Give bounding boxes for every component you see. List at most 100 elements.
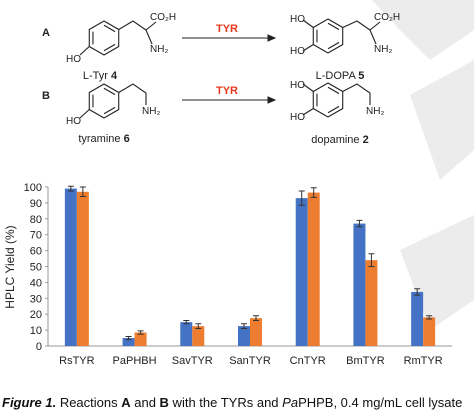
y-tick-label: 30	[30, 293, 42, 305]
bond	[302, 83, 314, 92]
structures	[79, 18, 381, 119]
bar	[307, 192, 320, 346]
bond	[145, 21, 157, 31]
bar	[134, 332, 147, 346]
x-tick-label: BmTYR	[346, 355, 385, 367]
error-bar	[356, 219, 363, 228]
x-tick-label: PaPHBH	[113, 355, 157, 367]
y-tick-label: 70	[30, 230, 42, 242]
enzyme: TYR	[216, 85, 238, 97]
bond	[302, 19, 314, 28]
compound-name: tyramine 6	[78, 133, 129, 145]
bond	[79, 46, 90, 56]
bar	[365, 260, 378, 346]
bond	[369, 29, 377, 45]
bond	[118, 83, 147, 105]
caption-label: Figure 1.	[2, 395, 57, 410]
bar	[122, 338, 135, 346]
compound-name: L-Tyr 4	[83, 70, 118, 82]
error-bar	[67, 185, 74, 192]
y-tick-label: 0	[36, 341, 42, 353]
bar	[250, 318, 262, 346]
bar	[295, 198, 308, 346]
double-bond	[103, 43, 116, 52]
caption: Figure 1. Reactions A and B with the TYR…	[2, 395, 474, 410]
atom: NH₂	[374, 44, 392, 55]
bar	[411, 291, 424, 346]
caption-text: Reactions	[59, 395, 122, 410]
error-bar	[183, 320, 190, 325]
caption-text: Pa	[282, 395, 299, 410]
error-bar	[125, 335, 132, 341]
y-tick-label: 80	[30, 214, 42, 226]
atom: HO	[66, 116, 81, 127]
atom: NH₂	[142, 106, 160, 117]
atom: NH₂	[150, 44, 168, 55]
x-tick-label: RmTYR	[404, 355, 443, 367]
enzyme: TYR	[216, 23, 238, 35]
error-bar	[368, 253, 375, 267]
reaction-letter: A	[42, 27, 50, 39]
x-tick-label: CnTYR	[290, 355, 326, 367]
compound-name: dopamine 2	[311, 134, 369, 146]
watermark	[372, 0, 474, 330]
bond	[145, 29, 153, 45]
bar	[64, 188, 77, 346]
bond	[118, 20, 147, 31]
x-tick-label: SanTYR	[229, 355, 271, 367]
error-bar	[426, 315, 433, 320]
caption-text: PHPB, 0.4 mg/mL cell lysate	[298, 395, 463, 410]
double-bond	[103, 24, 116, 33]
caption-text: and	[130, 395, 160, 410]
y-axis-label: HPLC Yield (%)	[3, 225, 17, 308]
bar	[76, 191, 89, 346]
ring	[88, 20, 120, 56]
y-tick-label: 10	[30, 325, 42, 337]
atom: HO	[290, 14, 305, 25]
atom: HO	[290, 80, 305, 91]
double-bond	[103, 106, 116, 115]
ring	[88, 83, 120, 119]
ring	[312, 82, 344, 118]
error-bar	[253, 315, 259, 322]
bond	[369, 21, 381, 31]
ring	[312, 18, 344, 54]
y-tick-label: 20	[30, 309, 42, 321]
error-bar	[137, 330, 144, 335]
compound-name: L-DOPA 5	[316, 70, 365, 82]
y-tick-label: 90	[30, 198, 42, 210]
double-bond	[327, 22, 340, 31]
bond	[79, 109, 90, 119]
figure: A B TYR TYR HO NH₂ CO₂H HO HO NH₂ CO₂H H…	[3, 0, 474, 367]
reaction-letter: B	[42, 90, 50, 102]
y-tick-label: 40	[30, 277, 42, 289]
error-bar	[310, 187, 317, 198]
error-bar	[298, 190, 305, 206]
bar	[353, 223, 366, 346]
atom: NH₂	[366, 106, 384, 117]
caption-text: with the TYRs and	[168, 395, 283, 410]
atom: HO	[290, 112, 305, 123]
atom: CO₂H	[374, 12, 400, 23]
caption-text: B	[159, 395, 169, 410]
atom: CO₂H	[150, 12, 176, 23]
double-bond	[103, 87, 116, 96]
atom: HO	[290, 46, 305, 57]
bond	[302, 44, 314, 52]
error-bar	[195, 323, 202, 330]
bond	[342, 20, 371, 31]
bond	[342, 83, 371, 105]
error-bar	[414, 288, 421, 296]
bar	[192, 326, 205, 346]
caption-text: A	[121, 395, 131, 410]
double-bond	[327, 105, 340, 114]
bar	[180, 322, 193, 346]
atom: HO	[66, 54, 81, 65]
y-tick-label: 50	[30, 262, 42, 274]
reaction-arrows	[182, 34, 277, 104]
y-tick-label: 60	[30, 246, 42, 258]
x-tick-label: RsTYR	[59, 355, 95, 367]
chart: 0 10 20 30 40 50 60 70 80 90 100 RsTYR PaPHBH SavTYR S…	[24, 182, 452, 367]
double-bond	[327, 86, 340, 95]
